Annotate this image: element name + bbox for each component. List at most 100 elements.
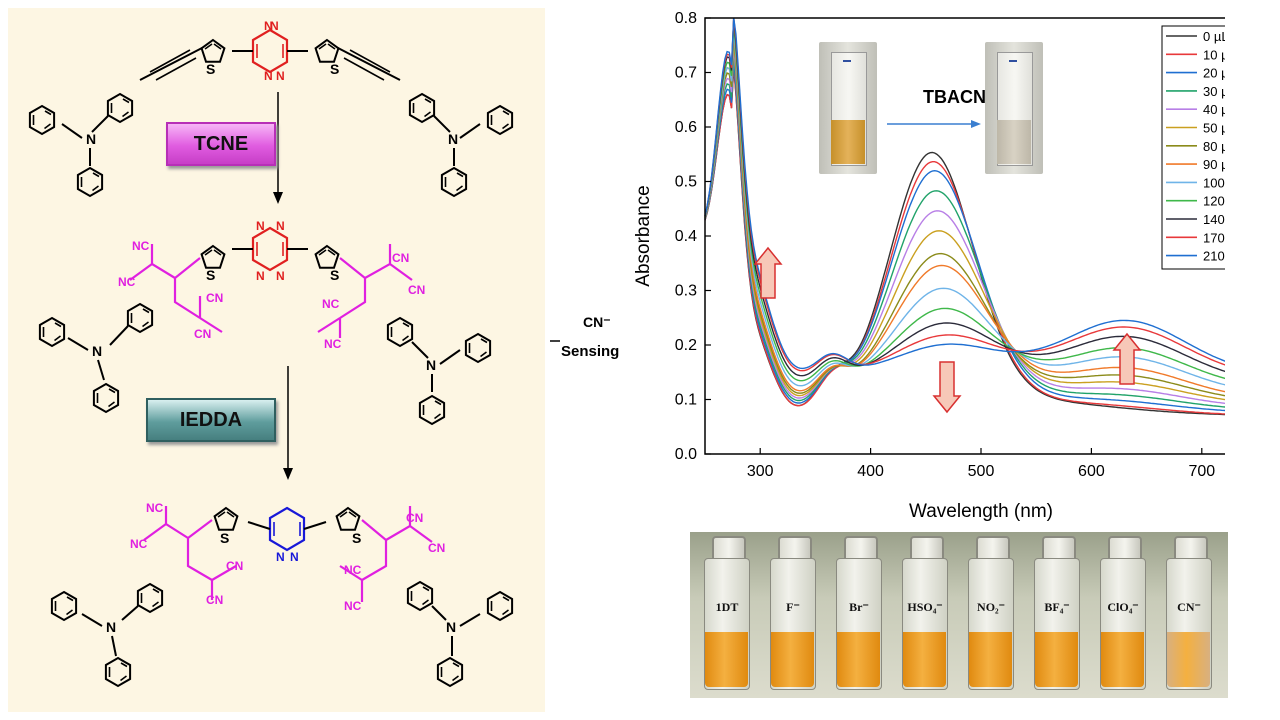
y-tick-label: 0.3 [675, 283, 697, 300]
svg-text:N: N [290, 550, 299, 564]
series-line-11 [704, 17, 1225, 372]
y-tick-label: 0.8 [675, 10, 697, 27]
vial: CN⁻ [1166, 536, 1212, 692]
series-line-3 [704, 52, 1225, 408]
increase-arrow-uv [753, 246, 783, 299]
series-line-9 [704, 23, 1225, 382]
cuvette-after-photo [985, 42, 1043, 174]
svg-text:N: N [264, 69, 273, 83]
svg-text:N: N [86, 131, 96, 147]
vial: NO₂⁻ [968, 536, 1014, 692]
svg-text:N: N [106, 619, 116, 635]
svg-text:CN: CN [428, 541, 445, 555]
y-tick-label: 0.2 [675, 337, 697, 354]
y-tick-label: 0.4 [675, 228, 697, 245]
svg-text:S: S [330, 61, 339, 77]
sensing-label-top: CN⁻ [583, 314, 611, 330]
legend-label: 20 µL [1203, 66, 1225, 81]
vial: ClO₄⁻ [1100, 536, 1146, 692]
legend-label: 0 µL [1203, 29, 1225, 44]
vial: Br⁻ [836, 536, 882, 692]
svg-text:N: N [270, 19, 279, 33]
legend: 0 µL 10 µL 20 µL 30 µL 40 µL 50 µL 80 µL 90 µL 1… [1161, 25, 1225, 270]
reagent-label: TBACN [923, 87, 986, 107]
x-tick-label: 700 [1188, 463, 1215, 480]
svg-text:N: N [448, 131, 458, 147]
legend-label: 80 µL [1203, 139, 1225, 154]
y-tick-label: 0.7 [675, 65, 697, 82]
svg-text:N: N [92, 343, 102, 359]
svg-text:NC: NC [344, 563, 362, 577]
y-tick-label: 0.6 [675, 119, 697, 136]
svg-text:N: N [276, 269, 285, 283]
absorbance-chart: 300 400 500 600 700 0.0 0.1 0.2 0.3 0.4 0.5 0.6 0.7 0… [633, 10, 1225, 522]
svg-text:S: S [206, 267, 215, 283]
vial-label: CN⁻ [1177, 600, 1201, 614]
svg-text:N: N [426, 357, 436, 373]
x-tick-label: 500 [968, 463, 995, 480]
series-line-2 [704, 59, 1225, 412]
legend-label: 40 µL [1203, 102, 1225, 117]
vial: 1DT [704, 536, 750, 692]
svg-text:CN: CN [206, 291, 223, 305]
sensing-label-bottom: Sensing [561, 343, 620, 360]
y-tick-label: 0.5 [675, 174, 697, 191]
y-axis-label: Absorbance [633, 185, 654, 286]
svg-text:CN: CN [226, 559, 243, 573]
svg-text:N: N [276, 69, 285, 83]
x-tick-label: 300 [747, 463, 774, 480]
svg-text:N: N [446, 619, 456, 635]
svg-text:NC: NC [324, 337, 342, 351]
svg-text:NC: NC [130, 537, 148, 551]
svg-text:S: S [206, 61, 215, 77]
y-tick-label: 0.1 [675, 392, 697, 409]
svg-text:CN: CN [408, 283, 425, 297]
vial-label: NO₂⁻ [977, 600, 1005, 614]
legend-label: 140 µL [1203, 212, 1225, 227]
svg-text:N: N [276, 550, 285, 564]
legend-label: 120 µL [1203, 194, 1225, 209]
series-line-5 [704, 40, 1225, 401]
cuvette-before-photo [819, 42, 877, 174]
legend-label: 100 µL [1203, 175, 1225, 190]
series-line-4 [704, 46, 1225, 405]
legend-label: 90 µL [1203, 157, 1225, 172]
series-line-6 [704, 38, 1225, 397]
svg-text:N: N [256, 269, 265, 283]
increase-arrow-nir [1112, 332, 1142, 385]
molecule-1: N N N N S S N N [28, 19, 514, 197]
vial-label: Br⁻ [849, 600, 869, 614]
svg-text:S: S [220, 530, 229, 546]
legend-label: 210 µL [1203, 249, 1225, 264]
svg-text:NC: NC [344, 599, 362, 613]
x-tick-label: 600 [1078, 463, 1105, 480]
vial-label: HSO₄⁻ [907, 600, 943, 614]
vial: HSO₄⁻ [902, 536, 948, 692]
vial-label: BF₄⁻ [1044, 600, 1070, 614]
svg-text:CN: CN [194, 327, 211, 341]
molecule-2: N N N N S S NC NC CN CN CN CN NC NC [38, 219, 492, 425]
vial-label: ClO₄⁻ [1107, 600, 1139, 614]
series-line-7 [704, 32, 1225, 393]
svg-text:NC: NC [322, 297, 340, 311]
svg-text:CN: CN [206, 593, 223, 607]
svg-text:CN: CN [392, 251, 409, 265]
vial-label: 1DT [715, 600, 739, 614]
svg-text:NC: NC [118, 275, 136, 289]
svg-text:S: S [330, 267, 339, 283]
x-tick-label: 400 [857, 463, 884, 480]
legend-label: 170 µL [1203, 230, 1225, 245]
vials-photo: 1DT F⁻ Br⁻ HSO₄⁻ NO₂⁻ BF₄⁻ ClO₄⁻ CN⁻ [690, 532, 1228, 698]
series-line-12 [704, 17, 1225, 370]
vial: F⁻ [770, 536, 816, 692]
svg-text:CN: CN [406, 511, 423, 525]
reaction-scheme: N N N N S S N N [28, 19, 560, 687]
svg-text:S: S [352, 530, 361, 546]
svg-text:N: N [264, 19, 273, 33]
svg-text:NC: NC [132, 239, 150, 253]
svg-text:N: N [256, 219, 265, 233]
vial-label: F⁻ [786, 600, 800, 614]
vial: BF₄⁻ [1034, 536, 1080, 692]
series-line-8 [704, 30, 1225, 387]
decrease-arrow-visible [932, 361, 962, 414]
